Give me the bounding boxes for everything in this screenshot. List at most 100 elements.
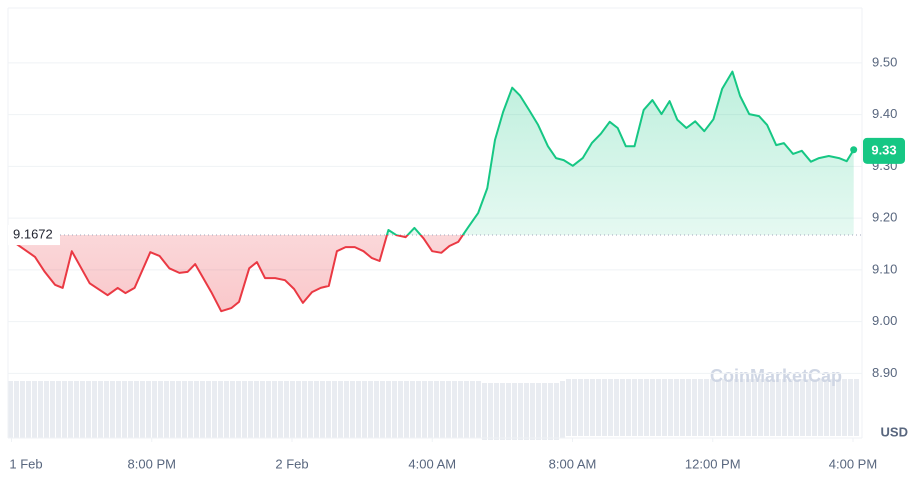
volume-bar [20,381,25,438]
volume-bar [656,379,661,436]
y-tick-label: 8.90 [872,365,897,380]
volume-bar [818,379,823,436]
volume-bar [194,381,199,438]
y-tick-label: 9.00 [872,313,897,328]
volume-bar [740,379,745,436]
volume-bar [170,381,175,438]
volume-bar [446,381,451,438]
volume-bar [830,379,835,436]
volume-bar [782,379,787,436]
volume-bar [374,381,379,438]
volume-bar [332,381,337,438]
volume-bar [788,379,793,436]
volume-bar [680,379,685,436]
volume-bar [248,381,253,438]
volume-bar [146,381,151,438]
volume-bar [794,379,799,436]
volume-bar [56,381,61,438]
current-price-label: 9.33 [871,142,896,157]
volume-bar [800,379,805,436]
volume-bar [116,381,121,438]
volume-bar [386,381,391,438]
volume-bar [464,381,469,438]
volume-bar [500,383,505,440]
x-tick-label: 12:00 PM [685,456,741,471]
volume-bar [530,383,535,440]
volume-bar [296,381,301,438]
volume-bar [812,379,817,436]
volume-bar [122,381,127,438]
volume-bar [404,381,409,438]
volume-bar [614,379,619,436]
volume-bar [536,383,541,440]
y-tick-label: 9.50 [872,54,897,69]
volume-bar [260,381,265,438]
volume-bar [524,383,529,440]
volume-bar [188,381,193,438]
last-point [850,146,858,154]
volume-bar [482,383,487,440]
volume-bar [182,381,187,438]
volume-bar [644,379,649,436]
volume-bar [212,381,217,438]
volume-bar [518,383,523,440]
x-tick-label: 4:00 AM [408,456,456,471]
volume-bar [236,381,241,438]
watermark: CoinMarketCap [710,366,842,386]
volume-bar [674,379,679,436]
volume-bar [470,381,475,438]
volume-bar [836,379,841,436]
volume-bar [710,379,715,436]
volume-bar [698,379,703,436]
volume-bar [542,383,547,440]
volume-bar [452,381,457,438]
volume-bar [62,381,67,438]
price-line-down [14,235,465,313]
volume-bar [326,381,331,438]
volume-bar [620,379,625,436]
volume-bar [566,379,571,436]
price-line-up [385,70,855,236]
volume-bar [26,381,31,438]
volume-bar [320,381,325,438]
volume-bar [734,379,739,436]
volume-bar [854,379,859,436]
volume-bar [758,379,763,436]
volume-bar [338,381,343,438]
volume-bar [512,383,517,440]
volume-bar [92,381,97,438]
volume-bar [140,381,145,438]
volume-bar [266,381,271,438]
y-unit: USD [881,424,908,439]
volume-bar [752,379,757,436]
volume-bar [290,381,295,438]
y-tick-label: 9.20 [872,210,897,225]
volume-bar [548,383,553,440]
volume-bar [410,381,415,438]
x-tick-label: 2 Feb [275,456,308,471]
volume-bar [44,381,49,438]
volume-bar [314,381,319,438]
volume-bar [560,381,565,438]
volume-bar [242,381,247,438]
volume-bar [458,381,463,438]
volume-bar [506,383,511,440]
volume-bar [746,379,751,436]
volume-bar [392,381,397,438]
volume-bar [584,379,589,436]
volume-bar [770,379,775,436]
volume-bar [206,381,211,438]
volume-bar [230,381,235,438]
volume-bar [380,381,385,438]
volume-bar [254,381,259,438]
volume-bar [428,381,433,438]
y-tick-label: 9.10 [872,261,897,276]
volume-bar [692,379,697,436]
volume-bar [158,381,163,438]
volume-bar [578,379,583,436]
volume-bar [596,379,601,436]
x-tick-label: 8:00 AM [549,456,597,471]
volume-bar [398,381,403,438]
volume-bar [278,381,283,438]
